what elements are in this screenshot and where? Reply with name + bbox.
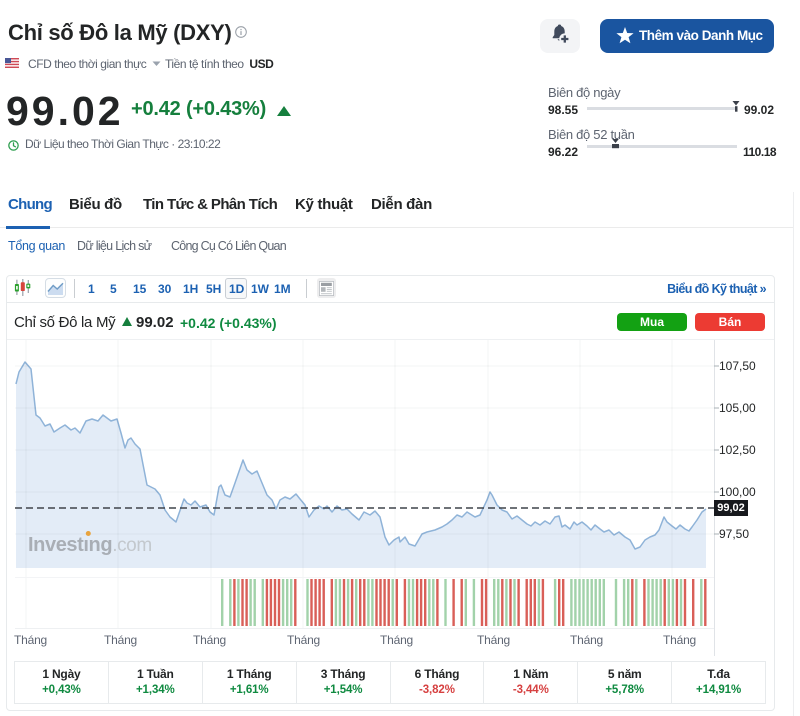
svg-text:Investıng.com: Investıng.com (28, 534, 152, 556)
